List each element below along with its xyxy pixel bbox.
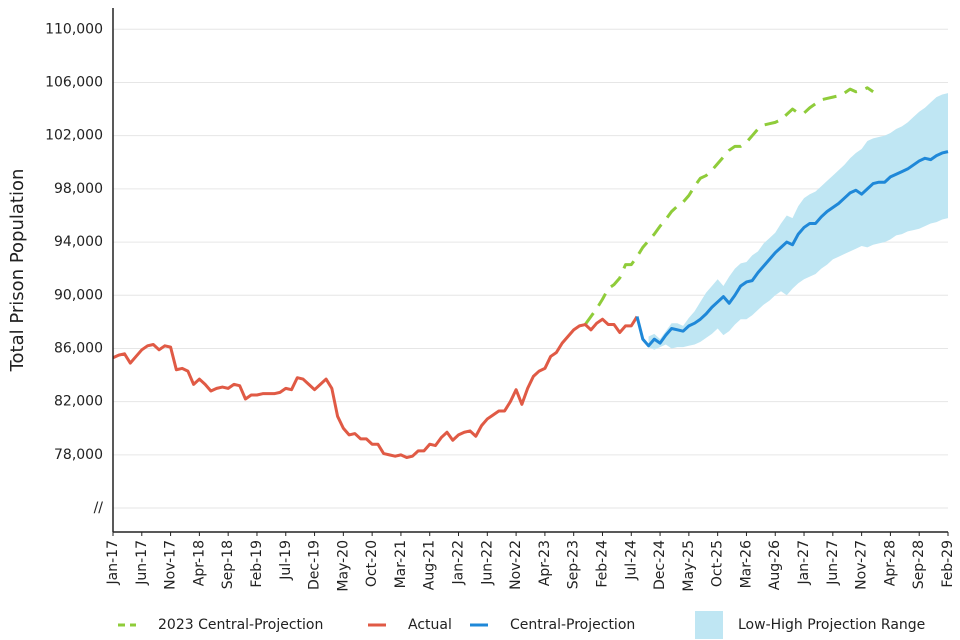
x-tick-label: Oct-20	[364, 540, 380, 587]
x-tick-label: Mar-26	[738, 540, 754, 588]
line-series	[635, 150, 949, 348]
x-tick-label: Feb-29	[940, 540, 956, 588]
y-tick-label: 86,000	[54, 340, 103, 356]
x-tick-label: Sep-23	[566, 540, 582, 589]
y-tick-label: 110,000	[45, 21, 103, 37]
y-tick-label: 106,000	[45, 74, 103, 90]
y-tick-label: 94,000	[54, 234, 103, 250]
x-tick-label: Aug-26	[767, 540, 783, 590]
y-tick-label: 98,000	[54, 181, 103, 197]
x-tick-label: Jan-17	[105, 540, 121, 585]
x-tick-label: Nov-22	[508, 540, 524, 590]
x-tick-label: Feb-24	[594, 540, 610, 588]
projection-range	[648, 93, 948, 350]
line-series	[112, 315, 639, 460]
x-tick-label: May-25	[681, 540, 697, 592]
y-tick-label: 102,000	[45, 128, 103, 144]
x-tick-label: Jul-24	[623, 540, 639, 581]
x-tick-label: May-20	[335, 540, 351, 592]
x-tick-label: Nov-17	[163, 540, 179, 590]
x-tick-label: Apr-23	[537, 540, 553, 586]
x-tick-label: Dec-19	[307, 540, 323, 590]
x-tick-label: Jul-19	[278, 540, 294, 581]
legend-label: Actual	[408, 617, 452, 633]
x-tick-label: Mar-21	[393, 540, 409, 588]
x-tick-label: Jun-27	[825, 540, 841, 586]
legend-label: Low-High Projection Range	[738, 617, 925, 633]
line-series	[583, 86, 874, 326]
y-tick-label: 78,000	[54, 447, 103, 463]
x-tick-label: Apr-18	[191, 540, 207, 586]
y-tick-label: 90,000	[54, 287, 103, 303]
x-tick-label: Nov-27	[854, 540, 870, 590]
x-tick-label: Sep-18	[220, 540, 236, 589]
x-tick-label: Aug-21	[422, 540, 438, 590]
y-axis-title: Total Prison Population	[7, 169, 28, 373]
x-tick-label: Jan-27	[796, 540, 812, 585]
legend-swatch	[695, 611, 723, 639]
x-tick-label: Jun-17	[134, 540, 150, 586]
y-tick-label: //	[94, 500, 104, 516]
x-tick-label: Sep-28	[911, 540, 927, 589]
legend-label: Central-Projection	[510, 617, 635, 633]
y-tick-label: 82,000	[54, 394, 103, 410]
x-tick-label: Apr-28	[882, 540, 898, 586]
x-tick-label: Feb-19	[249, 540, 265, 588]
x-tick-label: Oct-25	[710, 540, 726, 587]
x-tick-label: Jan-22	[451, 540, 467, 585]
x-tick-label: Dec-24	[652, 540, 668, 590]
legend-label: 2023 Central-Projection	[158, 617, 323, 633]
x-tick-label: Jun-22	[479, 540, 495, 586]
